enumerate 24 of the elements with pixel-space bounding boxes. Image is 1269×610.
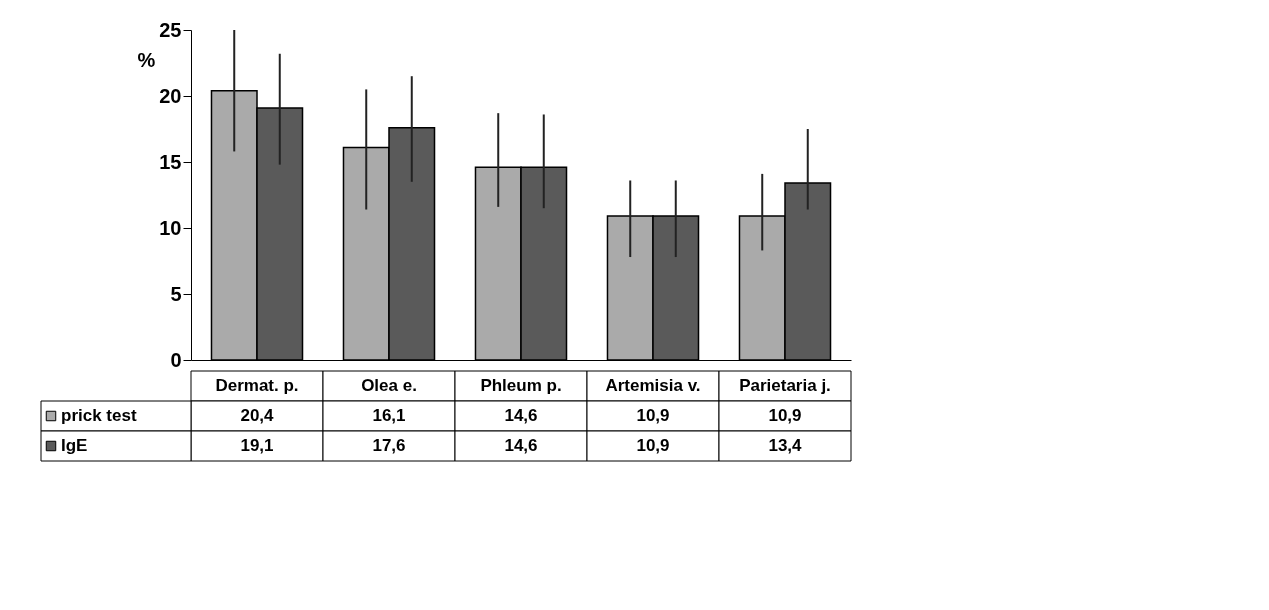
y-tick-label: 15 [159,150,182,173]
data-label: 19,1 [240,436,274,455]
legend-label: prick test [61,406,137,425]
x-tick-label: Phleum p. [480,376,562,395]
x-tick-label: Parietaria j. [739,376,831,395]
data-label: 20,4 [240,406,275,425]
y-tick-label: 5 [170,282,182,305]
x-tick-label: Artemisia v. [605,376,701,395]
y-tick-label: 0 [170,348,182,371]
y-tick-label: 25 [159,18,182,41]
data-label: 14,6 [504,406,538,425]
data-label: 10,9 [768,406,802,425]
data-label: 17,6 [372,436,406,455]
x-tick-label: Dermat. p. [215,376,299,395]
data-label: 10,9 [636,406,670,425]
data-label: 10,9 [636,436,670,455]
legend-label: IgE [61,436,88,455]
y-axis-title: % [137,48,156,71]
data-label: 16,1 [372,406,406,425]
y-tick-label: 20 [159,84,182,107]
data-label: 13,4 [768,436,803,455]
y-tick-label: 10 [159,216,182,239]
x-tick-label: Olea e. [361,376,417,395]
data-label: 14,6 [504,436,538,455]
